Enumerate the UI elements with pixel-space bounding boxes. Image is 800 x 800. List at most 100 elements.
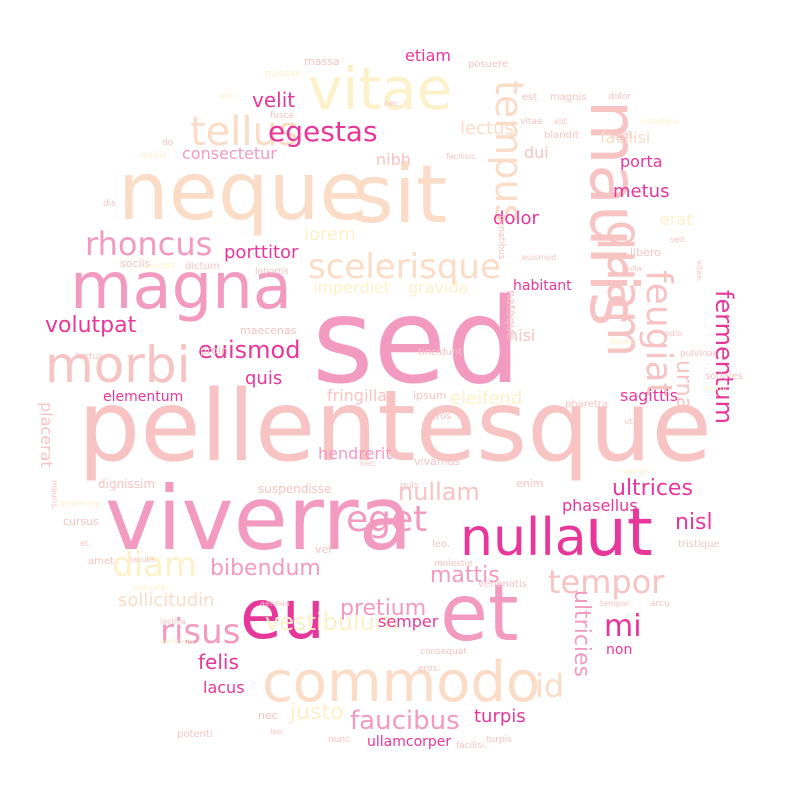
word: suscipit	[145, 261, 176, 270]
word: porta	[620, 152, 663, 171]
word: donec	[610, 337, 635, 346]
word: consectetur	[182, 144, 277, 163]
word: vehicula	[160, 637, 194, 646]
word: amet	[88, 556, 114, 567]
word: et.	[80, 539, 91, 548]
word: dictum	[185, 261, 220, 272]
word: adipiscing	[60, 499, 101, 508]
word: facilisi.	[456, 741, 488, 751]
word: venenatis	[478, 579, 527, 590]
word: eleifend	[450, 388, 523, 409]
word: etiam	[405, 46, 451, 65]
word: quis.	[400, 481, 422, 491]
word: tortor	[705, 384, 728, 393]
word: arcu	[650, 599, 670, 609]
word: euismod	[522, 253, 557, 262]
word: turpis	[474, 706, 526, 727]
word: sed.	[670, 235, 687, 244]
word: enim	[516, 477, 544, 490]
word: nunc	[328, 735, 351, 745]
word: posuere	[468, 59, 509, 70]
word: consequat	[420, 647, 467, 657]
word: quis	[245, 368, 283, 389]
word: viverra	[105, 467, 413, 570]
word: bibendum	[210, 556, 321, 581]
word: et	[440, 569, 519, 659]
word: pellentesque	[78, 370, 712, 484]
word: ullamcorper	[367, 734, 452, 750]
word: dolor	[608, 92, 631, 102]
word: morbi	[45, 336, 191, 394]
word: vitae	[520, 117, 543, 127]
word: nec	[384, 99, 399, 108]
word: justo	[290, 700, 344, 725]
word: eros.	[418, 664, 441, 674]
word: leo.	[432, 539, 451, 550]
word: feugiat	[638, 270, 679, 397]
word: elit.	[554, 117, 570, 126]
word: facilisis	[446, 152, 476, 161]
word: lorem	[304, 224, 356, 245]
word: aenean	[260, 599, 290, 608]
word: semper	[378, 612, 439, 631]
word: fringilla	[327, 386, 388, 405]
word: suspendisse	[258, 482, 332, 496]
word: molestie	[434, 559, 473, 569]
word: mollis	[140, 151, 167, 161]
word: tempor	[548, 563, 665, 601]
word: iaculis	[130, 555, 156, 564]
word: urna	[671, 360, 696, 411]
word: velit	[252, 88, 296, 112]
word: pretium	[340, 596, 427, 621]
word: porttitor	[224, 242, 299, 263]
word: sit	[352, 148, 448, 241]
word: tristique	[678, 539, 720, 550]
word: vivamus	[414, 455, 461, 468]
word: nullam	[398, 478, 480, 506]
word: blandit	[544, 130, 579, 141]
word: varius	[622, 467, 650, 477]
word: erat	[660, 210, 693, 229]
word: faucibus	[350, 706, 460, 736]
word: vestibulum	[265, 608, 399, 636]
word: vitae.	[695, 260, 704, 283]
word: vel	[315, 543, 332, 556]
word: dis	[103, 199, 116, 209]
word: tempus	[487, 80, 531, 224]
word: nibh	[376, 150, 411, 169]
word: do	[162, 138, 174, 148]
word: natoque	[504, 290, 518, 340]
word: risus	[160, 612, 241, 652]
word: ultricies	[569, 590, 594, 678]
word: penatibus	[496, 215, 506, 260]
word: convallis	[134, 583, 169, 592]
word: pulvinar	[680, 349, 717, 359]
word: sociis	[120, 257, 151, 270]
word: rhoncus	[85, 225, 213, 263]
word: magna	[70, 250, 292, 324]
word: fermentum	[710, 290, 738, 425]
word: dolor	[493, 208, 539, 229]
word: imperdiet	[313, 278, 391, 297]
word: eros	[430, 411, 452, 422]
word: mattis	[430, 563, 500, 588]
word: placerat	[37, 402, 56, 468]
word: hendrerit	[318, 444, 392, 463]
word: sed	[312, 272, 521, 410]
word: sagittis	[620, 386, 679, 405]
word: lacus	[203, 678, 245, 697]
word: vitae	[308, 55, 453, 123]
word: tincidunt	[418, 347, 463, 358]
word: id	[535, 667, 565, 705]
word: volutpat	[45, 313, 137, 338]
word: vulputate	[640, 117, 679, 126]
word: ut.	[624, 417, 635, 426]
word: gravida	[408, 278, 469, 297]
word: est	[522, 92, 538, 103]
word: eu	[240, 576, 325, 655]
word: luctus	[76, 352, 104, 362]
word: nulla	[460, 508, 587, 568]
word: sollicitudin	[118, 590, 215, 611]
word: mauris.	[50, 480, 59, 510]
word: commodo	[262, 650, 541, 715]
